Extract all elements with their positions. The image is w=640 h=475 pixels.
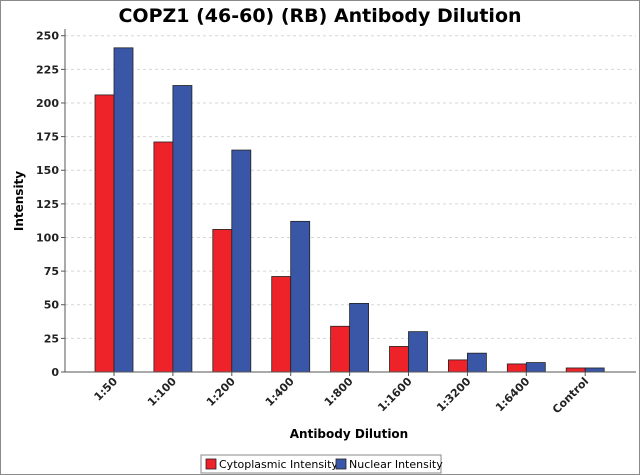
y-tick-label: 150 <box>36 164 59 177</box>
grid-lines <box>65 35 636 339</box>
legend-swatch-nuclear <box>335 458 347 470</box>
x-axis-ticks: 1:50 1:100 1:200 1:400 1:800 1:1600 1:3200 1:64… <box>92 372 591 416</box>
y-tick-label: 100 <box>36 231 59 244</box>
y-tick-label: 250 <box>36 30 59 43</box>
x-tick-label: Control <box>550 375 591 416</box>
bar-cytoplasmic-1-800 <box>330 325 351 373</box>
x-axis-title: Antibody Dilution <box>290 427 408 441</box>
bar-cytoplasmic-1-3200 <box>447 359 468 373</box>
x-tick-label: 1:50 <box>92 375 121 404</box>
legend-box <box>200 454 442 474</box>
x-tick-label: 1:800 <box>322 375 356 409</box>
chart-title: COPZ1 (46-60) (RB) Antibody Dilution <box>118 5 521 27</box>
y-tick-label: 200 <box>36 97 59 110</box>
axes <box>64 29 636 373</box>
bar-cytoplasmic-control <box>565 367 586 373</box>
legend-label-cytoplasmic: Cytoplasmic Intensity <box>219 458 338 471</box>
legend: Cytoplasmic Intensity Nuclear Intensity <box>200 454 443 474</box>
bar-nuclear-1-3200 <box>466 352 487 373</box>
bar-cytoplasmic-1-100 <box>153 141 174 373</box>
bar-nuclear-1-400 <box>290 220 311 373</box>
y-tick-label: 225 <box>36 63 59 76</box>
y-tick-label: 175 <box>36 131 59 144</box>
y-axis-ticks: 0 25 50 75 100 125 150 175 200 225 250 <box>36 30 65 379</box>
bar-nuclear-1-6400 <box>525 362 546 373</box>
bar-cytoplasmic-1-1600 <box>389 346 409 373</box>
bar-nuclear-control <box>584 367 605 373</box>
bar-cytoplasmic-1-50 <box>94 94 115 373</box>
x-tick-label: 1:100 <box>145 375 179 409</box>
x-tick-label: 1:200 <box>204 375 238 409</box>
bar-cytoplasmic-1-200 <box>212 229 233 373</box>
legend-swatch-cytoplasmic <box>205 458 217 470</box>
x-tick-label: 1:6400 <box>493 375 533 415</box>
x-tick-label: 1:1600 <box>375 375 415 415</box>
y-tick-label: 25 <box>44 332 59 345</box>
bar-cytoplasmic-1-6400 <box>506 363 527 373</box>
bar-nuclear-1-50 <box>113 47 134 373</box>
y-axis-title: Intensity <box>12 171 26 231</box>
x-tick-label: 1:400 <box>263 375 297 409</box>
legend-label-nuclear: Nuclear Intensity <box>349 458 443 471</box>
x-tick-label: 1:3200 <box>434 375 474 415</box>
bar-nuclear-1-1600 <box>408 331 428 373</box>
bar-cytoplasmic-1-400 <box>271 276 292 373</box>
bars <box>94 47 605 373</box>
y-tick-label: 0 <box>51 366 59 379</box>
y-tick-label: 50 <box>44 299 60 312</box>
y-tick-label: 125 <box>36 198 59 211</box>
bar-nuclear-1-100 <box>172 85 193 373</box>
bar-nuclear-1-200 <box>231 149 252 373</box>
bar-nuclear-1-800 <box>349 302 370 373</box>
y-tick-label: 75 <box>44 265 59 278</box>
